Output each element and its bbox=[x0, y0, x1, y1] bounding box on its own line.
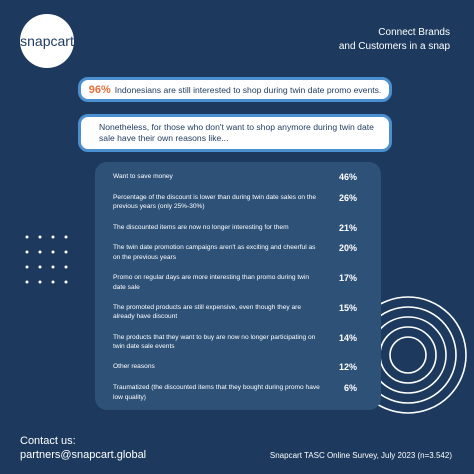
reason-value: 46% bbox=[338, 172, 357, 182]
reason-row: The twin date promotion campaigns aren't… bbox=[113, 243, 357, 262]
highlight-text: Indonesians are still interested to shop… bbox=[114, 84, 382, 95]
logo: snapcart bbox=[20, 14, 74, 68]
highlight-stat: 96% bbox=[88, 83, 111, 96]
reason-label: Percentage of the discount is lower than… bbox=[113, 193, 317, 211]
reason-label: The products that they want to buy are n… bbox=[113, 333, 316, 351]
reason-row: Percentage of the discount is lower than… bbox=[113, 193, 357, 212]
reason-value: 17% bbox=[338, 273, 357, 283]
reason-value: 14% bbox=[338, 332, 357, 343]
source: Snapcart TASC Online Survey, July 2023 (… bbox=[269, 451, 452, 460]
reason-label: The discounted items are now no longer i… bbox=[113, 223, 289, 231]
reason-row: Promo on regular days are more interesti… bbox=[113, 273, 357, 292]
reason-value: 12% bbox=[338, 362, 357, 373]
reason-value: 26% bbox=[338, 192, 357, 203]
contact-email: partners@snapcart.global bbox=[20, 449, 147, 461]
reason-value: 21% bbox=[338, 222, 357, 233]
reason-row: The products that they want to buy are n… bbox=[113, 333, 357, 352]
reason-label: Other reasons bbox=[113, 363, 155, 371]
highlight-box: 96% Indonesians are still interested to … bbox=[78, 77, 392, 102]
tagline: Connect Brands and Customers in a snap bbox=[339, 26, 450, 54]
reason-row: The promoted products are still expensiv… bbox=[113, 303, 357, 322]
tagline-line: and Customers in a snap bbox=[338, 41, 450, 52]
reasons-panel: Want to save money 46% Percentage of the d… bbox=[95, 162, 381, 410]
reason-row: Other reasons 12% bbox=[113, 362, 357, 372]
reason-value: 20% bbox=[338, 243, 357, 254]
reason-value: 6% bbox=[343, 383, 357, 393]
reason-label: Promo on regular days are more interesti… bbox=[113, 274, 310, 291]
reason-label: Traumatized (the discounted items that t… bbox=[113, 384, 320, 401]
note-box: Nonetheless, for those who don't want to… bbox=[78, 114, 392, 152]
contact-title: Contact us: bbox=[20, 435, 76, 447]
reason-value: 15% bbox=[338, 302, 357, 313]
reason-row: The discounted items are now no longer i… bbox=[113, 223, 357, 233]
reason-label: The twin date promotion campaigns aren't… bbox=[113, 244, 316, 261]
tagline-line: Connect Brands bbox=[378, 27, 450, 38]
reason-row: Traumatized (the discounted items that t… bbox=[113, 383, 357, 402]
reason-label: Want to save money bbox=[113, 173, 173, 180]
reason-label: The promoted products are still expensiv… bbox=[113, 303, 302, 321]
reason-row: Want to save money 46% bbox=[113, 172, 357, 182]
